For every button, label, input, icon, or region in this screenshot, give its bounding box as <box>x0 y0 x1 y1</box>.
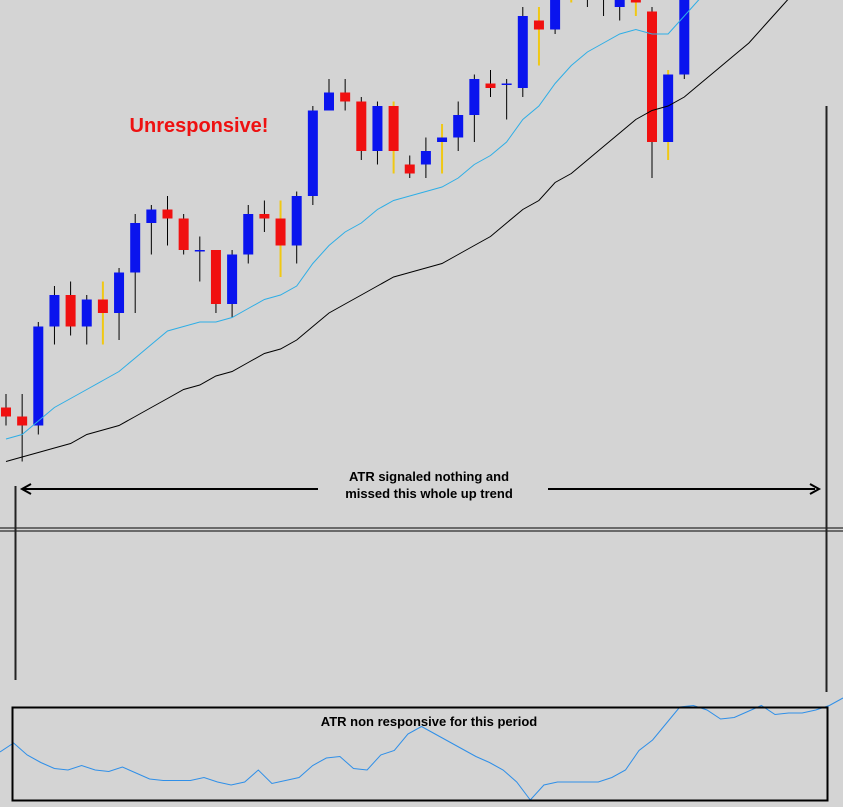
candle-bull <box>49 295 60 327</box>
candle-bull <box>420 151 431 165</box>
candle-bull <box>501 83 512 85</box>
candle-bear <box>1 407 11 417</box>
candle-bull <box>114 272 125 313</box>
candle-bull <box>307 110 318 196</box>
candle-bear <box>340 92 351 102</box>
candle-bear <box>162 209 173 219</box>
candle-bear <box>210 250 221 304</box>
candle-bull <box>517 16 528 88</box>
candle-bear <box>404 164 415 174</box>
candle-bear <box>356 101 367 151</box>
candle-bear <box>259 214 270 219</box>
candle-bull <box>291 196 302 246</box>
candle-bull <box>372 106 383 151</box>
unresponsive-label: Unresponsive! <box>130 115 269 137</box>
candle-bear <box>485 83 496 88</box>
atr-missed-label-1: ATR signaled nothing and <box>349 469 509 484</box>
candle-bull <box>227 254 238 304</box>
candle-bull <box>453 115 464 138</box>
candle-bull <box>437 137 448 142</box>
ema-fast-line <box>5 0 700 440</box>
candle-bear <box>178 218 189 250</box>
candle-bull <box>81 299 92 327</box>
candle-bull <box>33 326 44 426</box>
candle-bull <box>663 74 674 142</box>
candle-bear <box>65 295 76 327</box>
candle-bear <box>388 106 399 151</box>
ema-slow-line <box>5 0 789 462</box>
candle-bull <box>130 223 141 273</box>
candle-bull <box>324 92 334 111</box>
arrow-left-head <box>19 483 32 495</box>
candle-bull <box>194 250 205 252</box>
arrow-right-head <box>809 483 822 495</box>
candle-bear <box>275 218 286 246</box>
candle-bear <box>533 20 544 30</box>
candle-bear <box>97 299 108 313</box>
candle-bull <box>550 0 561 30</box>
candle-bull <box>679 0 690 75</box>
candles-layer <box>1 0 690 462</box>
candle-bear <box>647 11 657 142</box>
candle-bull <box>146 209 157 223</box>
atr-highlight-box <box>11 706 829 802</box>
candle-bear <box>630 0 641 3</box>
atr-missed-label-2: missed this whole up trend <box>345 486 513 501</box>
candle-bull <box>469 79 480 115</box>
candle-bear <box>17 416 28 426</box>
candle-bull <box>243 214 254 255</box>
candle-bull <box>614 0 625 7</box>
atr-box-label: ATR non responsive for this period <box>321 714 538 729</box>
